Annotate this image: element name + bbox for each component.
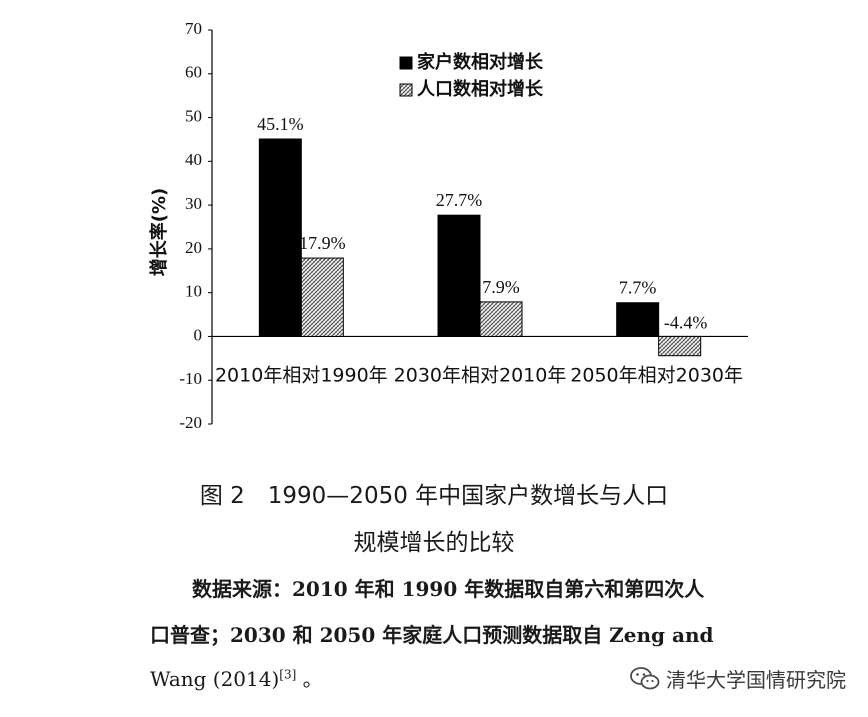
- legend-label: 家户数相对增长: [417, 51, 544, 73]
- data-labels-group: 45.1% 17.9% 27.7% 7.9% 7.7% -4.4%: [257, 114, 707, 332]
- bar-population: [479, 301, 523, 337]
- category-labels-group: 2010年相对1990年 2030年相对2010年 2050年相对2030年: [215, 364, 743, 386]
- figure-caption-line2: 规模增长的比较: [353, 530, 515, 556]
- category-label: 2050年相对2030年: [570, 364, 743, 386]
- y-axis-label: 增长率(%): [148, 188, 170, 277]
- data-source-line2: 口普查；2030 和 2050 年家庭人口预测数据取自 Zeng and: [150, 623, 714, 647]
- wechat-icon: [630, 666, 660, 689]
- bar-household: [437, 214, 481, 337]
- y-tick-label: 40: [185, 150, 202, 169]
- watermark-text: 清华大学国情研究院: [666, 668, 846, 692]
- data-label: 7.7%: [619, 278, 657, 298]
- y-axis-ticks: 70 60 50 40 30 20 10 0 -10 -20: [179, 19, 212, 432]
- legend-label: 人口数相对增长: [417, 78, 544, 100]
- y-tick-label: 0: [194, 325, 203, 344]
- data-label: 7.9%: [482, 277, 520, 297]
- y-tick-label: -10: [179, 369, 202, 388]
- y-tick-label: 30: [185, 194, 202, 213]
- category-label: 2010年相对1990年: [215, 364, 388, 386]
- bar-household: [616, 302, 660, 337]
- data-label: -4.4%: [664, 312, 708, 332]
- watermark: 清华大学国情研究院: [630, 664, 846, 693]
- y-tick-label: -20: [179, 413, 202, 432]
- data-source-line1: 数据来源：2010 年和 1990 年数据取自第六和第四次人: [192, 577, 705, 601]
- bars-group: [258, 138, 702, 357]
- bar-population: [658, 335, 702, 357]
- data-source-line3: Wang (2014)[3] 。: [150, 663, 323, 692]
- data-label: 27.7%: [436, 190, 483, 210]
- bar-household: [258, 138, 302, 337]
- data-label: 17.9%: [299, 233, 346, 253]
- bar-population: [300, 257, 344, 337]
- figure-caption-line1: 图 2 1990—2050 年中国家户数增长与人口: [199, 483, 669, 509]
- y-tick-label: 10: [185, 282, 202, 301]
- data-source-line3-end: 。: [302, 667, 323, 691]
- data-label: 45.1%: [257, 114, 304, 134]
- legend-swatch: [399, 56, 413, 70]
- y-tick-label: 60: [185, 63, 202, 82]
- data-source-line3-text: Wang (2014): [150, 667, 280, 691]
- y-tick-label: 70: [185, 19, 202, 38]
- citation-mark: [3]: [279, 667, 297, 682]
- bar-chart: 70 60 50 40 30 20 10 0 -10 -20 45.1% 17.9% 27.7% 7.9…: [148, 19, 748, 432]
- legend-swatch: [399, 83, 413, 97]
- y-tick-label: 20: [185, 238, 202, 257]
- y-tick-label: 50: [185, 106, 202, 125]
- category-label: 2030年相对2010年: [394, 364, 567, 386]
